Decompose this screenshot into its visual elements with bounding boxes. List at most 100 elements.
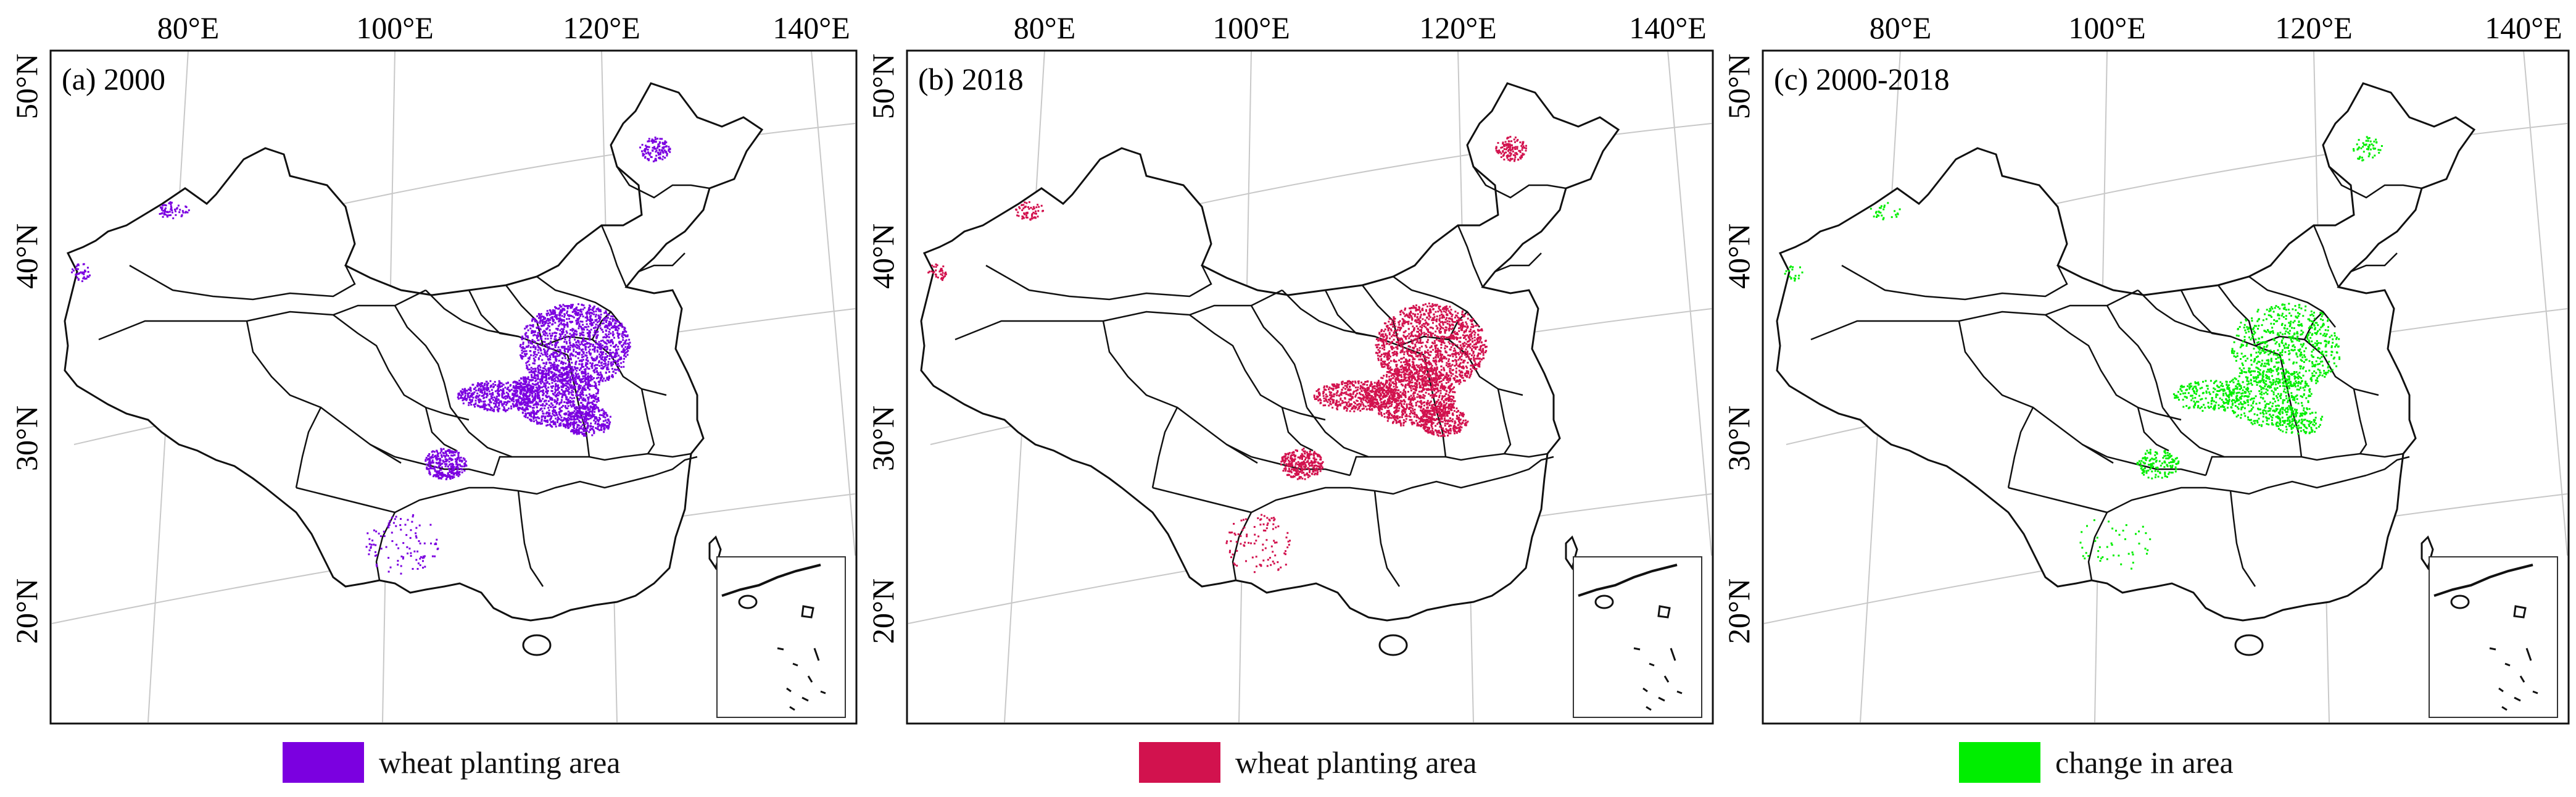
wheat-pixel xyxy=(462,397,465,399)
wheat-pixel xyxy=(521,349,523,352)
wheat-pixel xyxy=(501,394,503,397)
wheat-pixel xyxy=(428,461,431,464)
wheat-pixel xyxy=(537,385,540,387)
wheat-pixel xyxy=(582,334,584,336)
wheat-pixel xyxy=(1405,373,1407,375)
wheat-pixel xyxy=(539,317,542,319)
wheat-pixel xyxy=(1427,334,1430,336)
wheat-pixel xyxy=(604,325,607,328)
wheat-pixel xyxy=(532,362,534,364)
wheat-pixel xyxy=(543,370,545,372)
wheat-pixel xyxy=(653,148,656,150)
wheat-pixel xyxy=(602,420,605,422)
wheat-pixel xyxy=(607,327,609,330)
wheat-pixel xyxy=(493,402,495,404)
wheat-pixel xyxy=(1473,358,1475,361)
wheat-pixel xyxy=(436,548,439,551)
wheat-pixel xyxy=(610,323,612,326)
wheat-pixel xyxy=(1410,350,1412,353)
wheat-pixel xyxy=(1417,335,1419,338)
wheat-pixel xyxy=(534,370,537,372)
wheat-pixel xyxy=(458,393,460,396)
wheat-pixel xyxy=(368,549,371,551)
wheat-pixel xyxy=(1388,317,1391,320)
wheat-pixel xyxy=(521,335,524,338)
wheat-pixel xyxy=(370,543,373,546)
inset-hainan xyxy=(738,595,758,609)
wheat-pixel xyxy=(1452,349,1455,352)
wheat-pixel xyxy=(559,414,561,417)
wheat-pixel xyxy=(577,319,579,322)
wheat-pixel xyxy=(647,159,650,162)
wheat-pixel xyxy=(587,380,590,383)
wheat-pixel xyxy=(581,372,583,375)
wheat-pixel xyxy=(598,320,600,322)
wheat-pixel xyxy=(1462,334,1464,336)
wheat-pixel xyxy=(561,309,564,311)
wheat-pixel xyxy=(448,474,450,477)
wheat-pixel xyxy=(557,341,559,343)
wheat-pixel xyxy=(440,450,442,452)
wheat-pixel xyxy=(589,388,590,391)
wheat-pixel xyxy=(1429,327,1431,328)
wheat-pixel xyxy=(609,353,611,355)
wheat-pixel xyxy=(1413,352,1415,354)
wheat-pixel xyxy=(583,407,586,409)
wheat-pixel xyxy=(1475,325,1477,327)
wheat-pixel xyxy=(563,425,565,427)
wheat-pixel xyxy=(1413,306,1415,309)
wheat-pixel xyxy=(617,335,619,338)
wheat-pixel xyxy=(1452,323,1454,326)
wheat-pixel xyxy=(515,384,517,386)
wheat-pixel xyxy=(542,362,545,364)
wheat-pixel xyxy=(600,354,602,357)
wheat-pixel xyxy=(647,157,649,160)
wheat-pixel xyxy=(410,529,412,532)
wheat-pixel xyxy=(552,409,555,411)
wheat-pixel xyxy=(161,212,164,214)
wheat-pixel xyxy=(451,458,453,461)
wheat-pixel xyxy=(597,425,599,428)
wheat-pixel xyxy=(605,321,607,323)
wheat-pixel xyxy=(1422,341,1424,344)
wheat-pixel xyxy=(577,340,579,342)
wheat-pixel xyxy=(544,353,547,356)
wheat-pixel xyxy=(1471,354,1473,357)
wheat-pixel xyxy=(526,366,528,369)
wheat-pixel xyxy=(587,399,590,401)
wheat-pixel xyxy=(1454,378,1456,381)
wheat-pixel xyxy=(186,211,189,214)
wheat-pixel xyxy=(557,419,559,422)
wheat-pixel xyxy=(531,383,534,385)
wheat-pixel xyxy=(508,396,511,398)
wheat-pixel xyxy=(1471,332,1473,334)
wheat-pixel xyxy=(1402,356,1405,359)
wheat-pixel xyxy=(600,427,603,429)
wheat-pixel xyxy=(592,311,595,313)
wheat-pixel xyxy=(579,367,582,370)
wheat-pixel xyxy=(1379,347,1381,349)
wheat-pixel xyxy=(465,390,467,392)
wheat-pixel xyxy=(1399,320,1401,322)
wheat-pixel xyxy=(626,354,629,356)
wheat-pixel xyxy=(622,349,624,351)
wheat-pixel xyxy=(526,389,529,391)
wheat-pixel xyxy=(581,343,583,345)
province-boundary xyxy=(333,314,470,421)
wheat-pixel xyxy=(513,380,516,383)
wheat-pixel xyxy=(530,367,532,369)
wheat-pixel xyxy=(582,351,585,354)
wheat-pixel xyxy=(611,374,613,376)
wheat-pixel xyxy=(584,430,586,432)
wheat-pixel xyxy=(490,395,492,398)
wheat-pixel xyxy=(1438,330,1441,332)
wheat-pixel xyxy=(561,374,563,377)
wheat-pixel xyxy=(420,556,422,558)
wheat-pixel xyxy=(454,451,457,454)
wheat-pixel xyxy=(1468,340,1470,343)
province-boundary xyxy=(425,407,457,452)
wheat-pixel xyxy=(516,404,518,406)
wheat-pixel xyxy=(368,553,370,556)
wheat-pixel xyxy=(1396,333,1399,335)
wheat-pixel xyxy=(462,457,465,459)
